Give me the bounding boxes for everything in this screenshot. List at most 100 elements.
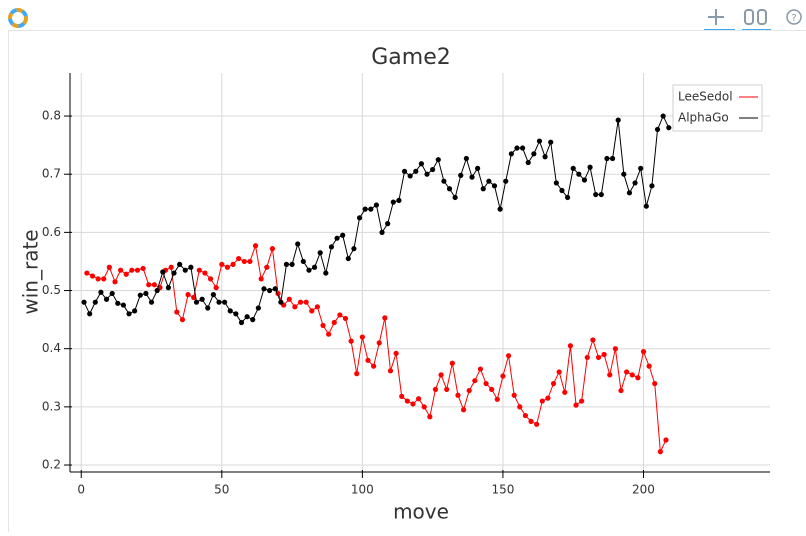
point	[644, 204, 649, 209]
y-tick-label: 0.5	[42, 283, 61, 297]
point	[520, 145, 525, 150]
point	[270, 246, 275, 251]
point	[166, 285, 171, 290]
point	[194, 300, 199, 305]
point	[267, 288, 272, 293]
point	[391, 200, 396, 205]
point	[441, 179, 446, 184]
point	[84, 270, 89, 275]
point	[149, 300, 154, 305]
point	[200, 297, 205, 302]
point	[571, 166, 576, 171]
point	[351, 246, 356, 251]
point	[495, 397, 500, 402]
point	[630, 372, 635, 377]
point	[604, 156, 609, 161]
svg-text:?: ?	[791, 13, 796, 24]
point	[284, 262, 289, 267]
point	[298, 300, 303, 305]
point	[110, 291, 115, 296]
point	[489, 387, 494, 392]
point	[202, 270, 207, 275]
point	[216, 300, 221, 305]
point	[621, 172, 626, 177]
point	[599, 192, 604, 197]
point	[138, 293, 143, 298]
point	[590, 337, 595, 342]
point	[565, 195, 570, 200]
point	[219, 262, 224, 267]
point	[455, 393, 460, 398]
point	[371, 364, 376, 369]
point	[261, 286, 266, 291]
point	[309, 308, 314, 313]
point	[498, 207, 503, 212]
point	[140, 266, 145, 271]
y-tick-label: 0.8	[42, 109, 61, 123]
point	[295, 241, 300, 246]
point	[337, 312, 342, 317]
point	[635, 375, 640, 380]
x-tick-label: 50	[214, 483, 229, 497]
point	[554, 180, 559, 185]
point	[334, 236, 339, 241]
point	[593, 192, 598, 197]
zoom-tool[interactable]	[742, 10, 771, 30]
point	[368, 207, 373, 212]
point	[661, 113, 666, 118]
point	[87, 311, 92, 316]
point	[416, 396, 421, 401]
point	[379, 230, 384, 235]
point	[107, 265, 112, 270]
point	[365, 358, 370, 363]
point	[402, 169, 407, 174]
point	[354, 371, 359, 376]
point	[214, 285, 219, 290]
point	[287, 297, 292, 302]
help-tool[interactable]: ?	[787, 10, 801, 24]
point	[169, 265, 174, 270]
point	[424, 172, 429, 177]
point	[253, 243, 258, 248]
point	[304, 300, 309, 305]
legend-label: AlphaGo	[678, 111, 729, 125]
point	[245, 314, 250, 319]
point	[616, 118, 621, 123]
point	[464, 156, 469, 161]
x-tick-label: 200	[632, 483, 655, 497]
point	[514, 145, 519, 150]
point	[180, 317, 185, 322]
point	[357, 215, 362, 220]
point	[329, 244, 334, 249]
point	[461, 407, 466, 412]
point	[396, 198, 401, 203]
logo	[10, 10, 26, 26]
y-tick-label: 0.7	[42, 167, 61, 181]
point	[349, 339, 354, 344]
point	[458, 173, 463, 178]
point	[211, 292, 216, 297]
point	[320, 323, 325, 328]
point	[444, 387, 449, 392]
point	[360, 334, 365, 339]
point	[346, 256, 351, 261]
point	[250, 317, 255, 322]
point	[475, 166, 480, 171]
point	[239, 320, 244, 325]
point	[568, 343, 573, 348]
point	[289, 262, 294, 267]
pan-tool[interactable]	[704, 9, 735, 30]
point	[104, 297, 109, 302]
point	[469, 175, 474, 180]
point	[602, 352, 607, 357]
point	[503, 179, 508, 184]
point	[436, 157, 441, 162]
point	[301, 259, 306, 264]
point	[399, 394, 404, 399]
point	[236, 256, 241, 261]
point	[135, 268, 140, 273]
point	[374, 202, 379, 207]
point	[326, 332, 331, 337]
